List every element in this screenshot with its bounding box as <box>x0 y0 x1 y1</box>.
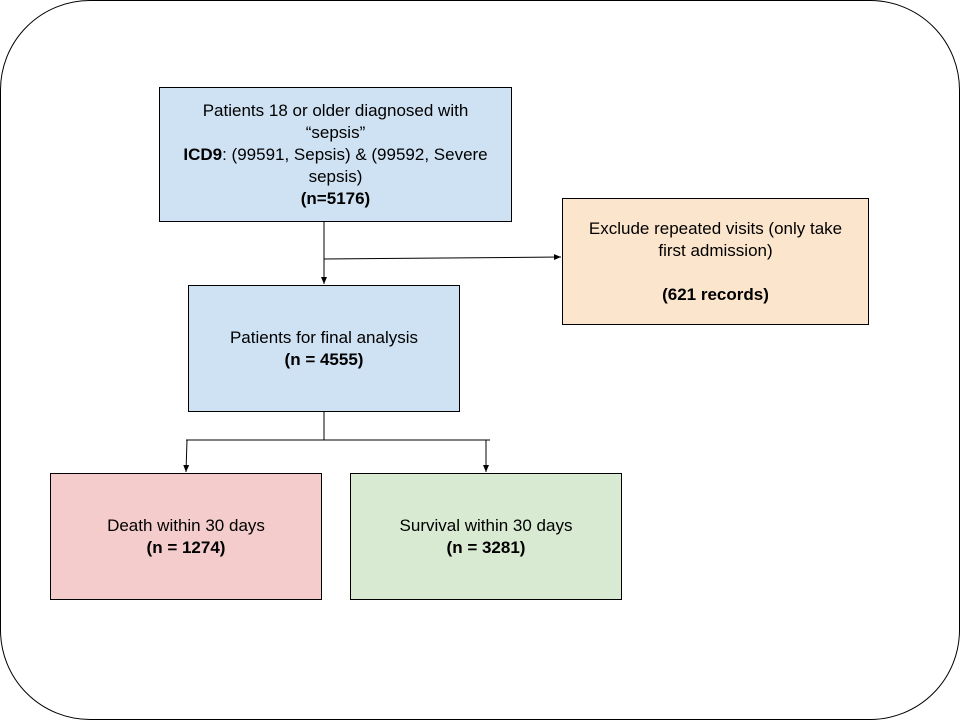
icd-label: ICD9 <box>183 144 223 164</box>
sepsis-box-line1: Patients 18 or older diagnosed with <box>202 100 469 120</box>
sepsis-box-icd-line: ICD9: (99591, Sepsis) & (99592, Severe <box>183 144 487 166</box>
arrow-to-death <box>183 439 190 473</box>
arrow-to-exclude <box>323 254 562 261</box>
death-box-line1: Death within 30 days <box>107 515 265 535</box>
exclude-box-count: (621 records) <box>662 284 769 304</box>
sepsis-box-line2: “sepsis” <box>305 122 366 142</box>
final-box-line1: Patients for final analysis <box>229 327 419 347</box>
survival-box: Survival within 30 days (n = 3281) <box>350 473 622 600</box>
exclude-box-line1: Exclude repeated visits (only take <box>588 218 843 238</box>
icd-text: : (99591, Sepsis) & (99592, Severe <box>222 144 488 164</box>
exclude-repeated-visits-box: Exclude repeated visits (only take first… <box>562 198 869 325</box>
sepsis-patients-box: Patients 18 or older diagnosed with “sep… <box>159 87 512 222</box>
sepsis-box-line4: sepsis) <box>308 166 363 186</box>
death-box-count: (n = 1274) <box>146 537 226 557</box>
exclude-box-line2: first admission) <box>658 240 773 260</box>
survival-box-count: (n = 3281) <box>446 537 526 557</box>
survival-box-line1: Survival within 30 days <box>399 515 573 535</box>
final-box-count: (n = 4555) <box>284 349 364 369</box>
sepsis-box-count: (n=5176) <box>300 188 371 208</box>
final-analysis-box: Patients for final analysis (n = 4555) <box>188 285 460 412</box>
death-box: Death within 30 days (n = 1274) <box>50 473 322 600</box>
